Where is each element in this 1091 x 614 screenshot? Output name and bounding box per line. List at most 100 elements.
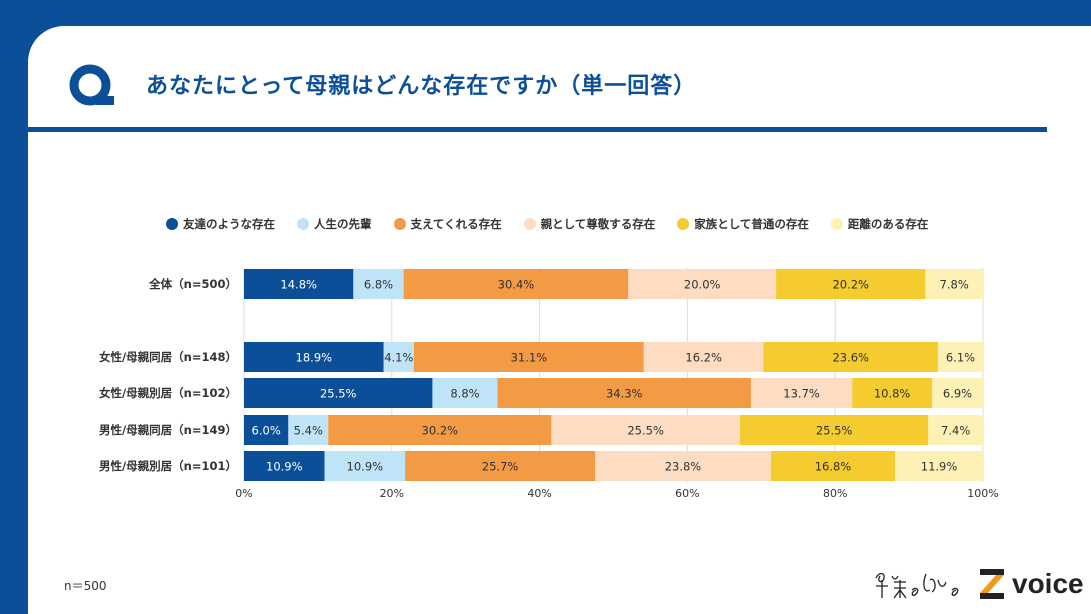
category-label: 男性/母親同居（n=149）	[99, 423, 237, 437]
data-label: 5.4%	[294, 424, 323, 438]
bar-segment	[551, 415, 740, 445]
bar-segment	[770, 451, 896, 481]
x-tick-label: 80%	[823, 487, 847, 500]
data-label: 16.8%	[815, 460, 852, 474]
data-label: 25.7%	[482, 460, 519, 474]
data-label: 20.2%	[832, 278, 869, 292]
divider	[28, 127, 1047, 132]
bar-segment	[895, 451, 983, 481]
bar-segment	[328, 415, 552, 445]
data-label: 30.2%	[422, 424, 459, 438]
data-label: 31.1%	[511, 351, 548, 365]
content-card	[28, 26, 1091, 614]
q-icon	[69, 64, 114, 106]
bar-segment	[925, 269, 983, 299]
data-label: 7.8%	[940, 278, 969, 292]
data-label: 4.1%	[384, 351, 413, 365]
bar-segment	[763, 342, 938, 372]
bar-segment	[244, 342, 384, 372]
data-label: 14.8%	[280, 278, 317, 292]
data-label: 8.8%	[450, 387, 479, 401]
legend: 友達のような存在 人生の先輩 支えてくれる存在 親として尊敬する存在 家族として普通の存…	[166, 216, 928, 232]
bar-segment	[403, 269, 629, 299]
legend-item: 人生の先輩	[297, 216, 372, 232]
data-label: 6.8%	[364, 278, 393, 292]
bar-segment	[497, 378, 751, 408]
bar-segment	[244, 378, 433, 408]
data-label: 30.4%	[498, 278, 535, 292]
bar-segment	[750, 378, 853, 408]
legend-label: 人生の先輩	[314, 217, 372, 231]
bar-segment	[739, 415, 929, 445]
bar-segment	[244, 415, 289, 445]
data-label: 7.4%	[941, 424, 970, 438]
data-label: 16.2%	[685, 351, 722, 365]
category-label: 女性/母親同居（n=148）	[99, 350, 237, 364]
bar-segment	[852, 378, 933, 408]
legend-swatch	[166, 218, 178, 230]
bar-segment	[413, 342, 644, 372]
data-label: 23.8%	[665, 460, 702, 474]
category-label: 全体（n=500）	[148, 277, 237, 291]
bar-segment	[776, 269, 926, 299]
legend-swatch	[677, 218, 690, 230]
legend-item: 支えてくれる存在	[393, 216, 502, 232]
sample-size-note: n＝500	[64, 579, 107, 593]
bar-segment	[932, 378, 983, 408]
legend-label: 支えてくれる存在	[410, 217, 502, 231]
bar-segment	[324, 451, 406, 481]
legend-item: 距離のある存在	[830, 216, 929, 232]
data-label: 25.5%	[627, 424, 664, 438]
legend-label: 家族として普通の存在	[694, 217, 809, 231]
bar-segment	[405, 451, 596, 481]
bar-segment	[628, 269, 777, 299]
x-tick-label: 20%	[380, 487, 404, 500]
legend-swatch	[830, 218, 843, 230]
bar-segment	[288, 415, 329, 445]
data-label: 25.5%	[320, 387, 357, 401]
legend-label: 親として尊敬する存在	[540, 217, 656, 231]
x-tick-label: 0%	[235, 487, 252, 500]
category-label: 女性/母親別居（n=102）	[99, 386, 237, 400]
data-label: 6.1%	[946, 351, 975, 365]
data-label: 11.9%	[921, 460, 958, 474]
legend-item: 親として尊敬する存在	[523, 216, 656, 232]
legend-label: 距離のある存在	[847, 217, 929, 231]
data-label: 6.0%	[252, 424, 281, 438]
data-label: 10.9%	[266, 460, 303, 474]
legend-label: 友達のような存在	[183, 217, 275, 231]
legend-item: 友達のような存在	[166, 216, 275, 232]
bar-segment	[353, 269, 404, 299]
legend-swatch	[523, 218, 536, 230]
category-label: 男性/母親別居（n=101）	[99, 459, 237, 473]
data-label: 13.7%	[783, 387, 820, 401]
data-label: 25.5%	[816, 424, 853, 438]
page-title: あなたにとって母親はどんな存在ですか（単一回答）	[146, 74, 697, 99]
data-label: 23.6%	[832, 351, 869, 365]
data-label: 10.8%	[874, 387, 911, 401]
bar-segment	[937, 342, 983, 372]
data-label: 34.3%	[606, 387, 643, 401]
legend-swatch	[393, 218, 406, 230]
data-label: 6.9%	[943, 387, 972, 401]
data-label: 20.0%	[684, 278, 721, 292]
z-logo	[980, 569, 1004, 599]
bar-segment	[432, 378, 498, 408]
logo: voice	[872, 566, 1084, 602]
x-tick-label: 100%	[967, 487, 998, 500]
legend-swatch	[297, 218, 309, 230]
bar-segment	[244, 451, 325, 481]
legend-item: 家族として普通の存在	[677, 216, 809, 232]
bar-segment	[383, 342, 414, 372]
voice-logo-text: voice	[1012, 568, 1084, 599]
data-label: 10.9%	[347, 460, 384, 474]
x-tick-label: 60%	[675, 487, 699, 500]
bar-segment	[643, 342, 764, 372]
bar-segment	[928, 415, 983, 445]
x-tick-label: 40%	[527, 487, 551, 500]
data-label: 18.9%	[296, 351, 333, 365]
boku-to-watashi-to-logo	[875, 572, 959, 599]
bar-segment	[244, 269, 354, 299]
bar-segment	[595, 451, 771, 481]
